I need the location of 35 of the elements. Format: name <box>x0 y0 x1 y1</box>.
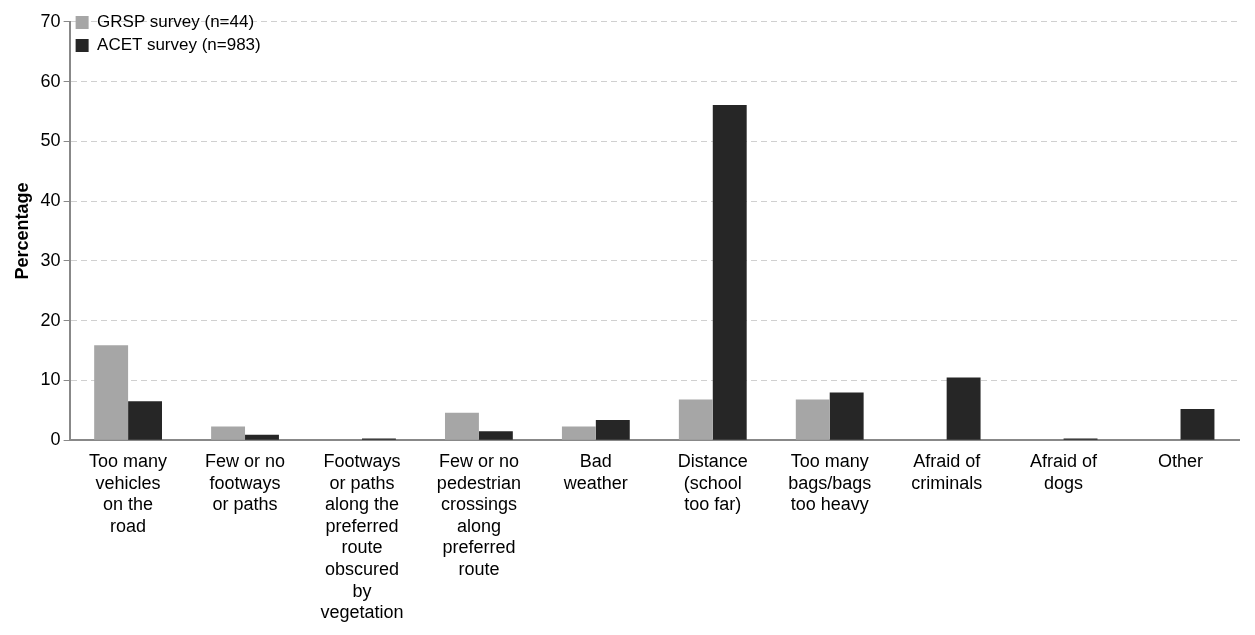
bar <box>444 412 479 440</box>
x-tick-label: Distance (school too far) <box>677 450 748 515</box>
y-tick-label: 30 <box>40 249 61 270</box>
bar <box>478 431 513 440</box>
legend-label: ACET survey (n=983) <box>97 35 261 55</box>
y-tick-label: 40 <box>40 190 61 211</box>
x-tick-label: Afraid of dogs <box>1030 450 1099 493</box>
bar <box>678 399 713 440</box>
legend-label: GRSP survey (n=44) <box>97 12 255 32</box>
x-tick-label: Bad weather <box>562 450 628 493</box>
bar <box>128 401 162 440</box>
y-tick-label: 50 <box>40 130 61 151</box>
bar <box>561 426 596 440</box>
bar <box>946 377 981 440</box>
bar <box>1180 409 1215 440</box>
x-tick-label: Too many bags/bags too heavy <box>788 450 872 515</box>
bar <box>245 434 279 440</box>
bar <box>829 392 864 440</box>
x-tick-label: Few or no footways or paths <box>205 450 286 515</box>
bar <box>595 419 630 440</box>
x-tick-label: Few or no pedestrian crossings along preferred route <box>436 450 521 579</box>
bar <box>211 426 246 440</box>
y-tick-label: 0 <box>50 429 61 450</box>
y-tick-label: 20 <box>40 309 61 330</box>
x-tick-label: Other <box>1158 450 1204 471</box>
bar <box>94 345 129 440</box>
bar <box>712 104 747 440</box>
x-tick-label: Afraid of criminals <box>911 450 983 493</box>
bar <box>795 399 830 440</box>
y-tick-label: 10 <box>40 369 61 390</box>
x-tick-label: Footways or paths along the preferred route obscured by vegetation <box>320 450 404 623</box>
y-tick-label: 60 <box>40 70 61 91</box>
x-tick-label: Too many vehicles on the road <box>89 450 168 536</box>
y-tick-label: 70 <box>40 10 61 31</box>
y-axis-title: Percentage <box>11 182 32 280</box>
